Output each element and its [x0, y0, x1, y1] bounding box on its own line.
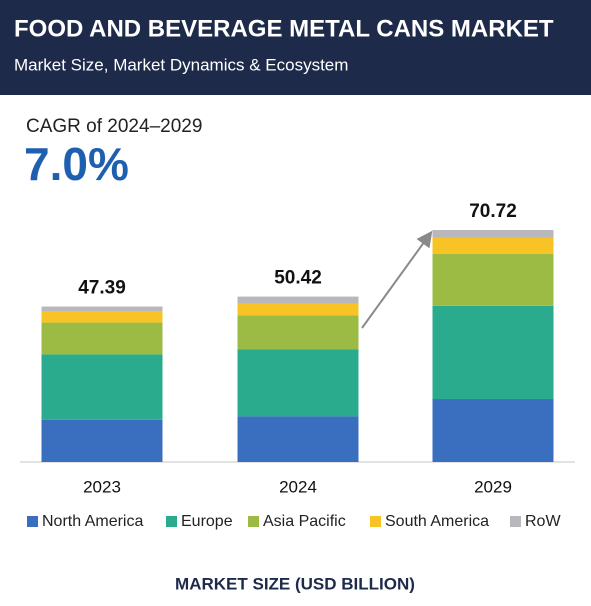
- bar-segment: [41, 354, 163, 420]
- legend-label: RoW: [525, 513, 561, 530]
- bar-segment: [41, 306, 163, 312]
- legend-label: Europe: [181, 513, 233, 530]
- bar-segment: [432, 254, 554, 306]
- cagr-label: CAGR of 2024–2029: [26, 116, 202, 137]
- bar-segment: [432, 305, 554, 400]
- legend-swatch: [27, 516, 38, 527]
- bar-segment: [41, 311, 163, 323]
- bar-segment: [432, 237, 554, 255]
- axis-label: MARKET SIZE (USD BILLION): [175, 574, 415, 593]
- bar-segment: [237, 416, 359, 462]
- x-tick-label: 2029: [474, 477, 512, 496]
- total-label: 50.42: [274, 268, 322, 289]
- bar-segment: [41, 322, 163, 355]
- legend-label: South America: [385, 513, 489, 530]
- legend-swatch: [248, 516, 259, 527]
- legend-swatch: [510, 516, 521, 527]
- x-tick-label: 2023: [83, 477, 121, 496]
- x-tick-label: 2024: [279, 477, 317, 496]
- legend-swatch: [166, 516, 177, 527]
- header-band: [0, 0, 591, 95]
- total-label: 70.72: [469, 201, 517, 222]
- bar-segment: [237, 349, 359, 417]
- total-label: 47.39: [78, 278, 126, 299]
- legend-label: North America: [42, 513, 143, 530]
- bar-segment: [237, 296, 359, 304]
- bar-segment: [41, 419, 163, 462]
- bar-segment: [237, 315, 359, 350]
- growth-arrow: [361, 230, 433, 329]
- cagr-value: 7.0%: [24, 138, 129, 190]
- legend-label: Asia Pacific: [263, 513, 346, 530]
- header-subtitle: Market Size, Market Dynamics & Ecosystem: [14, 55, 348, 74]
- legend-swatch: [370, 516, 381, 527]
- header-title: FOOD AND BEVERAGE METAL CANS MARKET: [14, 15, 554, 42]
- bar-segment: [432, 399, 554, 462]
- bar-segment: [237, 303, 359, 316]
- bar-segment: [432, 230, 554, 238]
